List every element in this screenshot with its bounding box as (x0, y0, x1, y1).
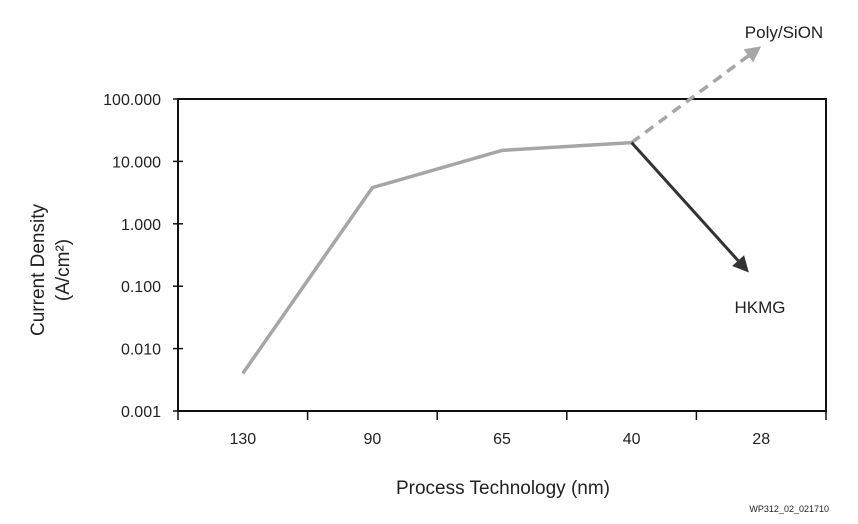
series-poly-sion-arrow-head (743, 46, 762, 63)
x-tick-label: 90 (364, 431, 382, 448)
series-hkmg-arrow-head (732, 255, 749, 273)
series-hkmg-arrow-line (630, 141, 740, 262)
y-tick-label: 1.000 (121, 217, 161, 234)
plot-frame (177, 98, 827, 412)
x-tick-label: 28 (752, 431, 770, 448)
series-main-line (241, 140, 632, 375)
x-axis-title: Process Technology (nm) (396, 478, 610, 499)
x-tick-label: 40 (623, 431, 641, 448)
y-axis-title-line2: (A/cm²) (53, 239, 74, 301)
x-tick-label: 65 (493, 431, 511, 448)
annotation-hkmg: HKMG (735, 298, 786, 317)
y-tick-label: 0.100 (121, 279, 161, 296)
y-axis-ticks: 0.001 0.010 0.100 1.000 10.000 100.000 (103, 92, 183, 421)
y-tick-label: 100.000 (103, 92, 161, 109)
y-tick-label: 0.001 (121, 404, 161, 421)
y-axis-title-line1: Current Density (28, 204, 49, 336)
y-tick-label: 10.000 (112, 154, 161, 171)
x-tick-label: 130 (229, 431, 256, 448)
annotation-poly-sion: Poly/SiON (745, 23, 823, 42)
figure-id: WP312_02_021710 (749, 504, 829, 514)
x-axis-ticks: 130 90 65 40 28 (177, 411, 827, 448)
series-layer (241, 46, 762, 375)
series-poly-sion-arrow-line (630, 54, 750, 145)
y-tick-label: 0.010 (121, 342, 161, 359)
